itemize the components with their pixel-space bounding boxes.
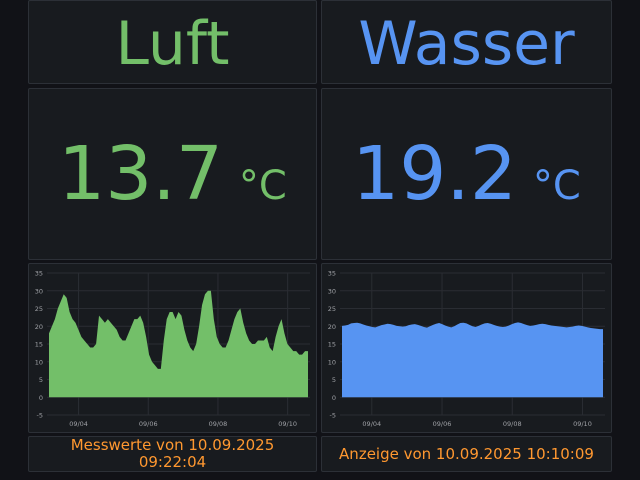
water-chart-ytick-label: 30: [328, 287, 336, 295]
air-chart-ytick-label: 15: [35, 341, 43, 349]
air-chart-ytick-label: 10: [35, 358, 43, 366]
water-chart-ytick-label: -5: [330, 412, 336, 420]
display-time-panel: Anzeige von 10.09.2025 10:10:09: [321, 436, 612, 472]
water-chart-ytick-label: 15: [328, 341, 336, 349]
air-chart-ytick-label: 5: [39, 376, 43, 384]
water-temperature-unit: °C: [532, 163, 581, 209]
air-temperature-value: 13.7: [58, 131, 223, 217]
water-chart-ytick-label: 5: [332, 376, 336, 384]
air-chart-xtick-label: 09/04: [69, 420, 88, 428]
air-chart-ytick-label: -5: [37, 412, 43, 420]
water-chart: 35 30 25 20 15 10 5 0 -5 09/04 09/06 09/08 09/10: [328, 270, 605, 428]
water-temperature-value: 19.2: [352, 131, 517, 217]
water-chart-xtick-label: 09/08: [503, 420, 522, 428]
air-chart-ytick-label: 0: [39, 394, 43, 402]
water-chart-ytick-label: 35: [328, 270, 336, 278]
water-chart-xtick-label: 09/10: [573, 420, 592, 428]
measurement-time-line2: 09:22:04: [138, 453, 207, 471]
air-chart: 35 30 25 20 15 10 5 0 -5 09/04 09/06 09/08 09/10: [35, 270, 310, 428]
water-chart-ytick-label: 25: [328, 305, 336, 313]
air-title-panel: Luft: [28, 0, 317, 84]
air-chart-xtick-label: 09/10: [278, 420, 297, 428]
air-title: Luft: [115, 9, 230, 79]
air-chart-area-series: [49, 290, 308, 398]
air-chart-ytick-label: 35: [35, 270, 43, 278]
air-temperature-panel: 13.7 °C: [28, 88, 317, 260]
air-temperature-unit: °C: [238, 163, 287, 209]
measurement-time-panel: Messwerte von 10.09.2025 09:22:04: [28, 436, 317, 472]
air-chart-xtick-label: 09/06: [139, 420, 158, 428]
water-chart-xtick-label: 09/04: [362, 420, 381, 428]
water-chart-panel: 35 30 25 20 15 10 5 0 -5 09/04 09/06 09/08 09/10: [321, 263, 612, 433]
water-chart-ytick-label: 20: [328, 323, 336, 331]
measurement-time: Messwerte von 10.09.2025 09:22:04: [71, 437, 275, 471]
air-chart-xtick-label: 09/08: [209, 420, 228, 428]
air-chart-ytick-label: 25: [35, 305, 43, 313]
water-chart-xtick-label: 09/06: [433, 420, 452, 428]
air-chart-ytick-label: 20: [35, 323, 43, 331]
air-chart-ytick-label: 30: [35, 287, 43, 295]
air-chart-panel: 35 30 25 20 15 10 5 0 -5 09/04 09/06 09/08 09/10: [28, 263, 317, 433]
water-chart-ytick-label: 10: [328, 358, 336, 366]
water-chart-area-series: [342, 322, 603, 398]
water-title: Wasser: [358, 9, 575, 79]
water-temperature-panel: 19.2 °C: [321, 88, 612, 260]
measurement-time-line1: Messwerte von 10.09.2025: [70, 436, 275, 454]
water-title-panel: Wasser: [321, 0, 612, 84]
display-time: Anzeige von 10.09.2025 10:10:09: [339, 444, 594, 463]
water-chart-ytick-label: 0: [332, 394, 336, 402]
